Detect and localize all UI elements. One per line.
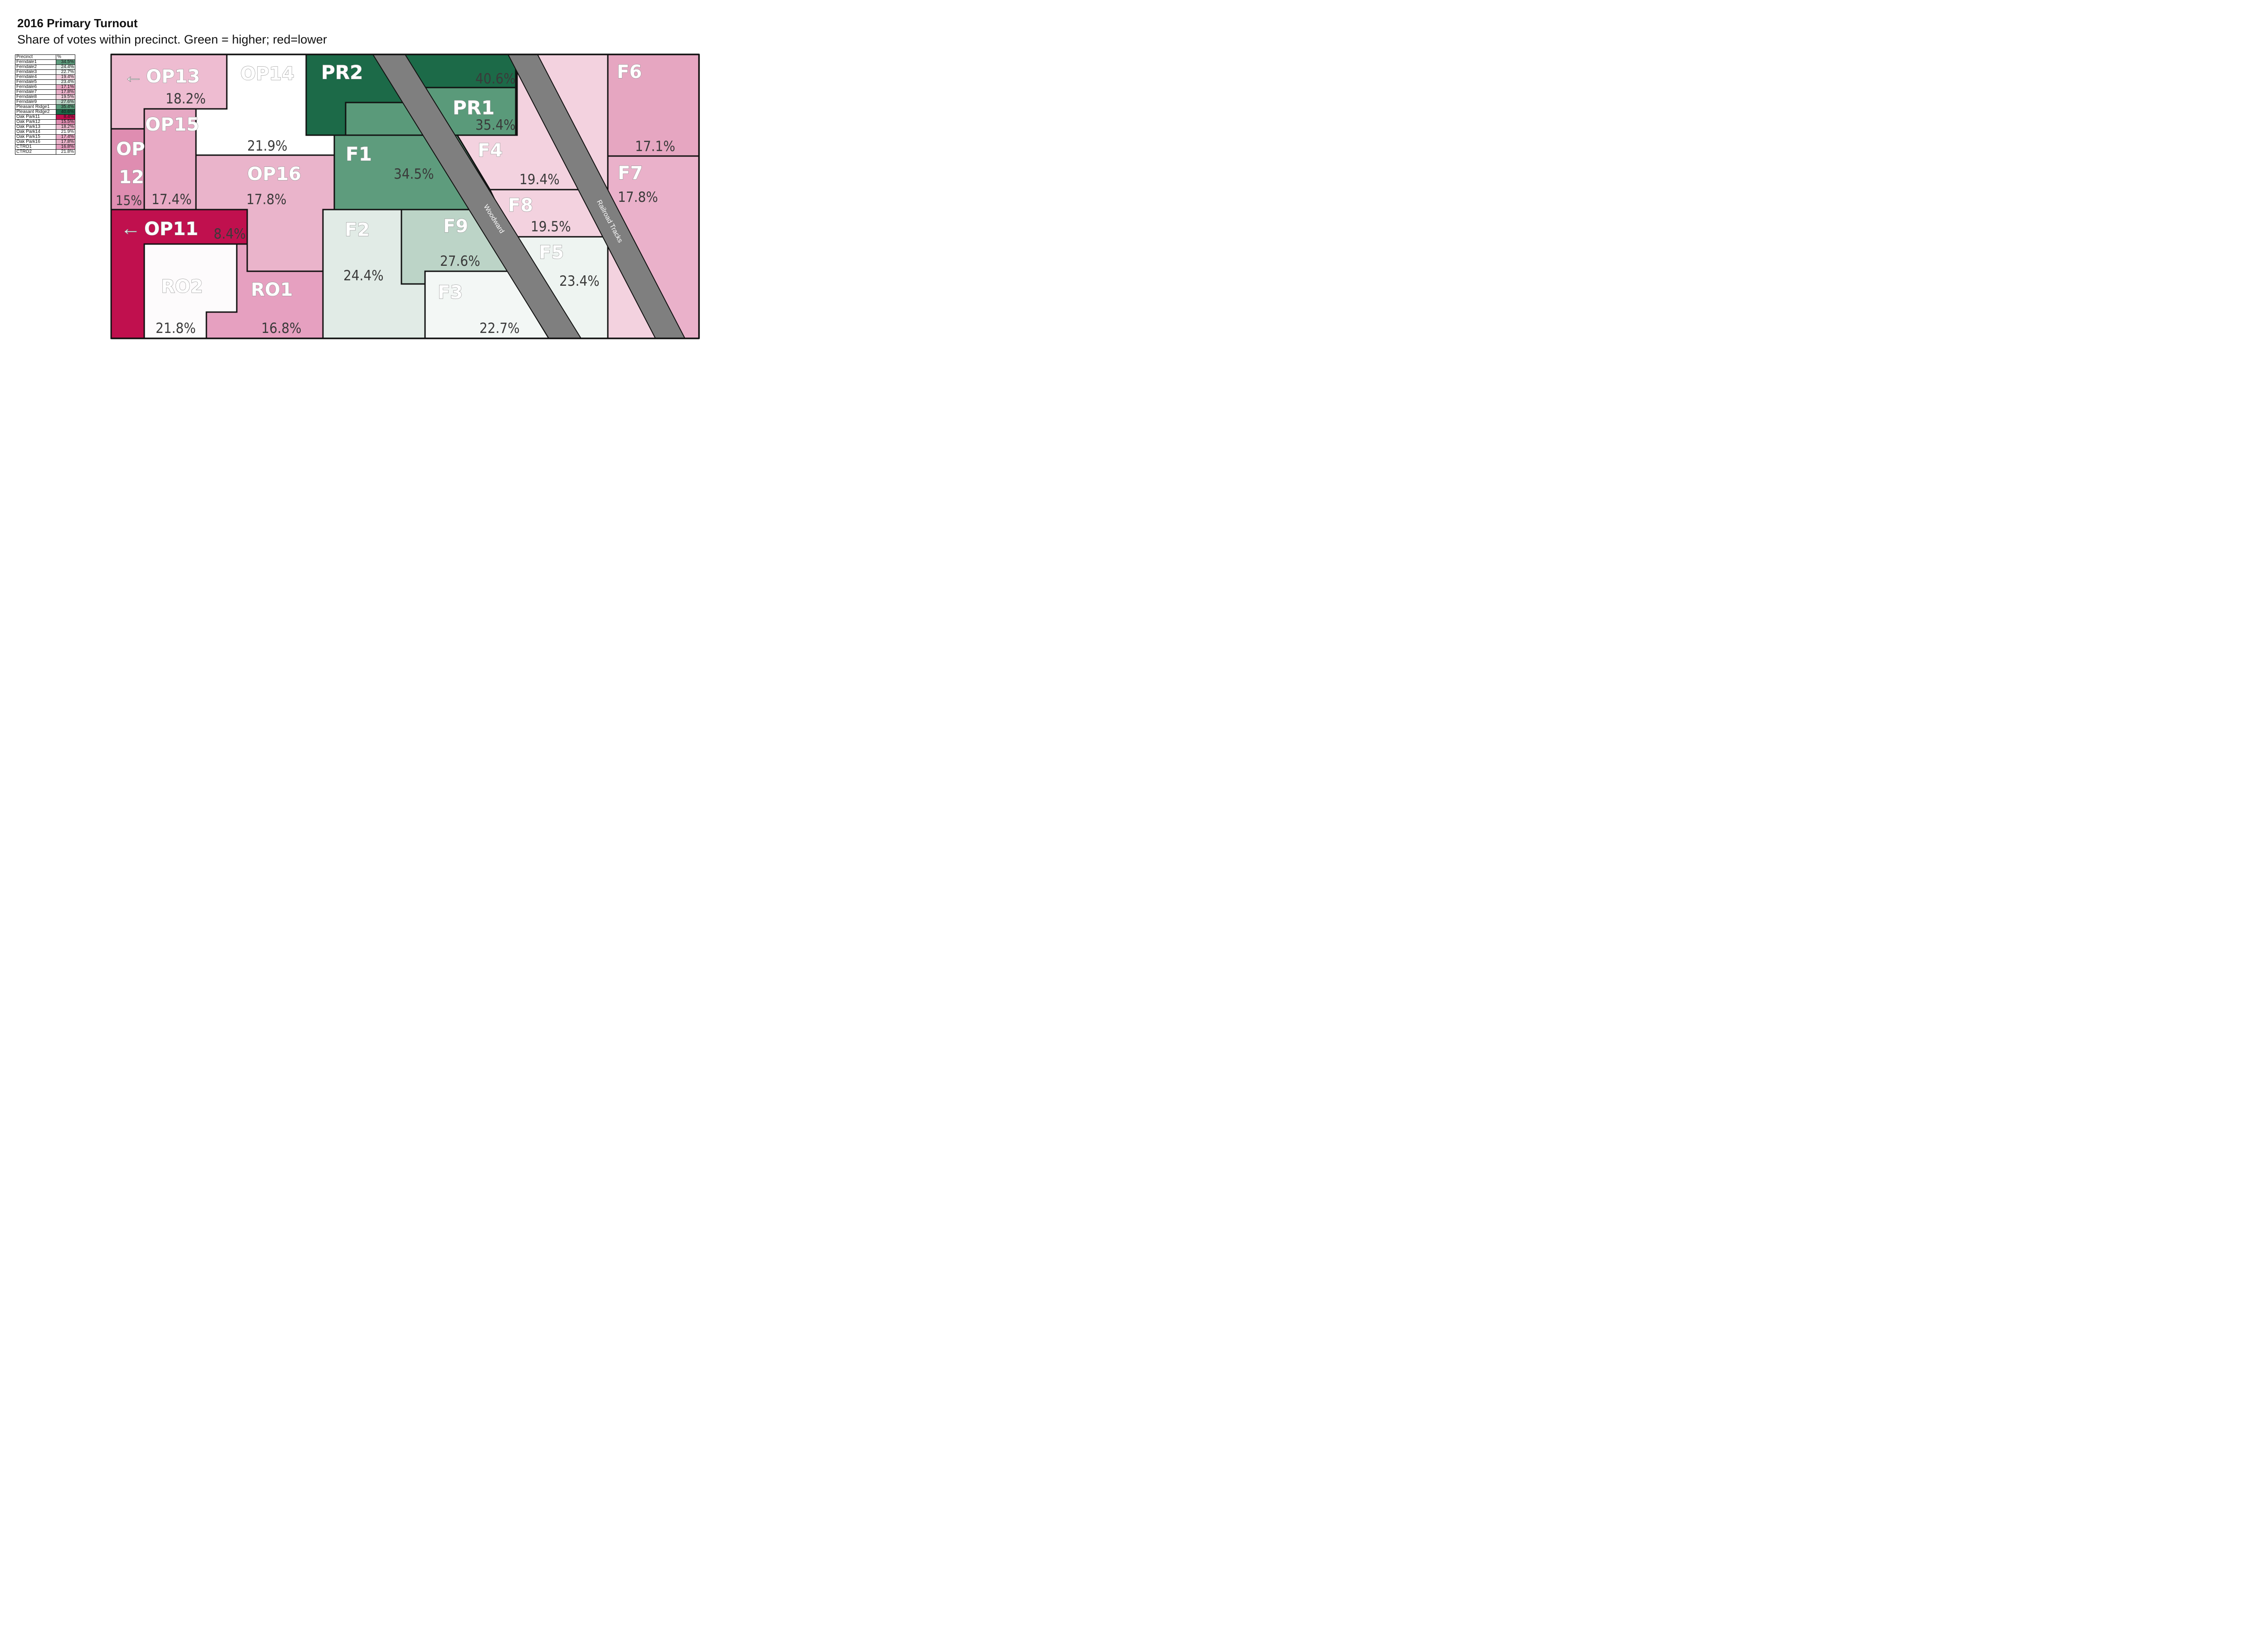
left-arrow-icon: ← xyxy=(121,217,141,240)
precinct-label-F7: F7 xyxy=(618,163,643,184)
pct-label-F3: 22.7% xyxy=(479,320,520,337)
pct-label-RO2: 21.8% xyxy=(156,320,196,337)
legend-precinct-pct: 34.5% xyxy=(56,59,75,65)
legend-row: Ferndale9 27.6% xyxy=(15,99,75,105)
pct-label-OP14: 21.9% xyxy=(247,138,288,154)
legend-row: Ferndale5 23.4% xyxy=(15,79,75,85)
precinct-label-OP13: OP13 xyxy=(146,66,200,87)
legend-row: Ferndale3 22.7% xyxy=(15,69,75,75)
legend-row: Ferndale6 17.1% xyxy=(15,84,75,90)
left-arrow-icon: ← xyxy=(123,65,143,87)
legend-precinct-pct: 21.8% xyxy=(56,149,75,155)
legend-row: Pleasant Ridge1 35.4% xyxy=(15,104,75,110)
precinct-label-RO2: RO2 xyxy=(161,276,203,297)
legend-row: Oak Park14 21.9% xyxy=(15,129,75,135)
legend-row: Ferndale4 19.4% xyxy=(15,74,75,80)
pct-label-F2: 24.4% xyxy=(343,268,384,284)
pct-label-F7: 17.8% xyxy=(618,189,658,205)
pct-label-F6: 17.1% xyxy=(635,138,675,155)
pct-label-PR1: 35.4% xyxy=(475,117,516,133)
legend-precinct-pct: 19.4% xyxy=(56,74,75,80)
map-title: 2016 Primary Turnout xyxy=(17,16,138,30)
precinct-label-F6: F6 xyxy=(617,62,642,83)
precinct-label-OP12-line2: 12 xyxy=(119,167,144,188)
precinct-label-PR1: PR1 xyxy=(453,97,494,119)
precinct-label-OP11: OP11 xyxy=(144,219,198,240)
pct-label-F4: 19.4% xyxy=(519,171,560,188)
legend-row: Ferndale7 17.8% xyxy=(15,89,75,95)
pct-label-OP13: 18.2% xyxy=(166,91,206,107)
precinct-label-F9: F9 xyxy=(443,216,468,237)
pct-label-RO1: 16.8% xyxy=(261,320,302,337)
precinct-label-F5: F5 xyxy=(539,242,564,263)
legend-precinct-pct: 40.6% xyxy=(56,109,75,115)
precinct-label-PR2: PR2 xyxy=(321,61,363,83)
precinct-label-F8: F8 xyxy=(508,195,533,216)
legend-row: Ferndale8 19.5% xyxy=(15,94,75,100)
map-subtitle: Share of votes within precinct. Green = … xyxy=(17,33,327,46)
pct-label-F1: 34.5% xyxy=(394,166,434,182)
pct-label-PR2: 40.6% xyxy=(475,71,516,87)
precinct-map: Woodward Railroad Tracks ← ← OP13 OP14 P… xyxy=(110,54,700,339)
pct-label-OP16: 17.8% xyxy=(246,191,287,208)
precinct-label-F2: F2 xyxy=(345,220,370,240)
precinct-label-F3: F3 xyxy=(438,282,463,303)
pct-label-OP11: 8.4% xyxy=(214,226,246,242)
precinct-label-F4: F4 xyxy=(478,140,503,161)
legend-row: Ferndale2 24.4% xyxy=(15,64,75,70)
precinct-label-OP12-line1: OP xyxy=(116,139,145,160)
pct-label-F9: 27.6% xyxy=(440,253,480,269)
precinct-legend-table: Precinct % Ferndale1 34.5% Ferndale2 24.4% F… xyxy=(15,54,75,155)
precinct-label-RO1: RO1 xyxy=(251,279,293,300)
pct-label-F8: 19.5% xyxy=(531,219,571,235)
pct-label-OP15: 17.4% xyxy=(152,191,192,208)
legend-row: CTRO2 21.8% xyxy=(15,149,75,155)
pct-label-OP12: 15% xyxy=(116,193,142,208)
legend-precinct-pct: 17.4% xyxy=(56,134,75,140)
precinct-label-OP16: OP16 xyxy=(247,164,301,185)
precinct-label-F1: F1 xyxy=(346,143,372,165)
precinct-label-OP15: OP15 xyxy=(145,114,199,135)
pct-label-F5: 23.4% xyxy=(559,273,600,289)
precinct-label-OP14: OP14 xyxy=(240,64,294,84)
